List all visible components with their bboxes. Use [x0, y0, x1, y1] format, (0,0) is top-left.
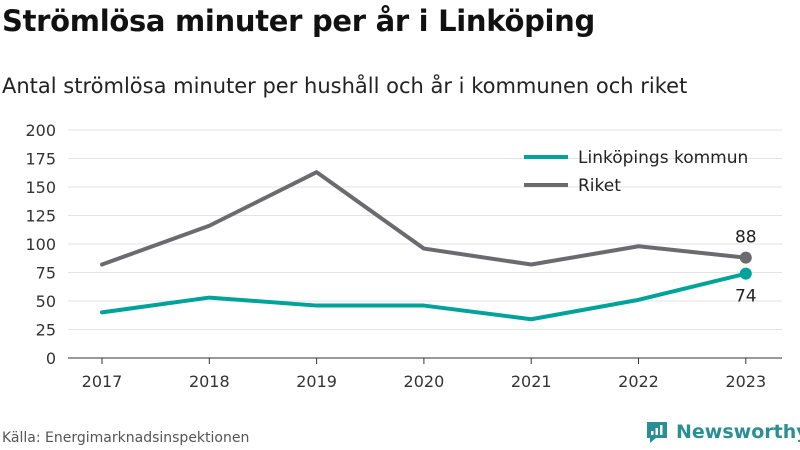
series-line: [100, 271, 748, 322]
x-tick-label: 2019: [296, 372, 337, 391]
brand-logo: Newsworthy: [644, 419, 800, 445]
y-axis: 0 25 50 75 100 125 150 175 200: [25, 121, 56, 368]
x-tick-label: 2018: [189, 372, 230, 391]
legend-label: Riket: [578, 176, 621, 196]
y-tick-label: 50: [36, 292, 56, 311]
x-tick-label: 2020: [404, 372, 445, 391]
legend-label: Linköpings kommun: [578, 148, 748, 168]
series-end-point: [739, 251, 752, 264]
y-tick-label: 25: [36, 321, 56, 340]
series-end-point: [739, 267, 752, 280]
chart-subtitle: Antal strömlösa minuter per hushåll och …: [2, 74, 688, 98]
end-value-label: 88: [735, 228, 757, 248]
x-axis: 2017 2018 2019 2020 2021 2022 2023: [68, 357, 782, 391]
x-tick-label: 2021: [511, 372, 552, 391]
brand-name: Newsworthy: [676, 421, 800, 443]
x-tick-label: 2017: [82, 372, 123, 391]
source-note: Källa: Energimarknadsinspektionen: [2, 430, 250, 446]
y-tick-label: 125: [25, 207, 56, 226]
y-tick-label: 0: [46, 349, 56, 368]
y-tick-label: 75: [36, 264, 56, 283]
y-tick-label: 150: [25, 178, 56, 197]
x-tick-label: 2023: [725, 372, 766, 391]
legend: Linköpings kommun Riket: [524, 148, 748, 196]
y-tick-label: 175: [25, 150, 56, 169]
series-lines: 74 88: [100, 170, 757, 322]
chart-title: Strömlösa minuter per år i Linköping: [2, 4, 595, 38]
series-line: [100, 170, 748, 267]
newsworthy-logo-icon: [647, 422, 667, 443]
x-tick-label: 2022: [618, 372, 659, 391]
y-tick-label: 200: [25, 121, 56, 140]
grid-lines: [68, 129, 782, 359]
y-tick-label: 100: [25, 235, 56, 254]
end-value-label: 74: [735, 287, 757, 307]
